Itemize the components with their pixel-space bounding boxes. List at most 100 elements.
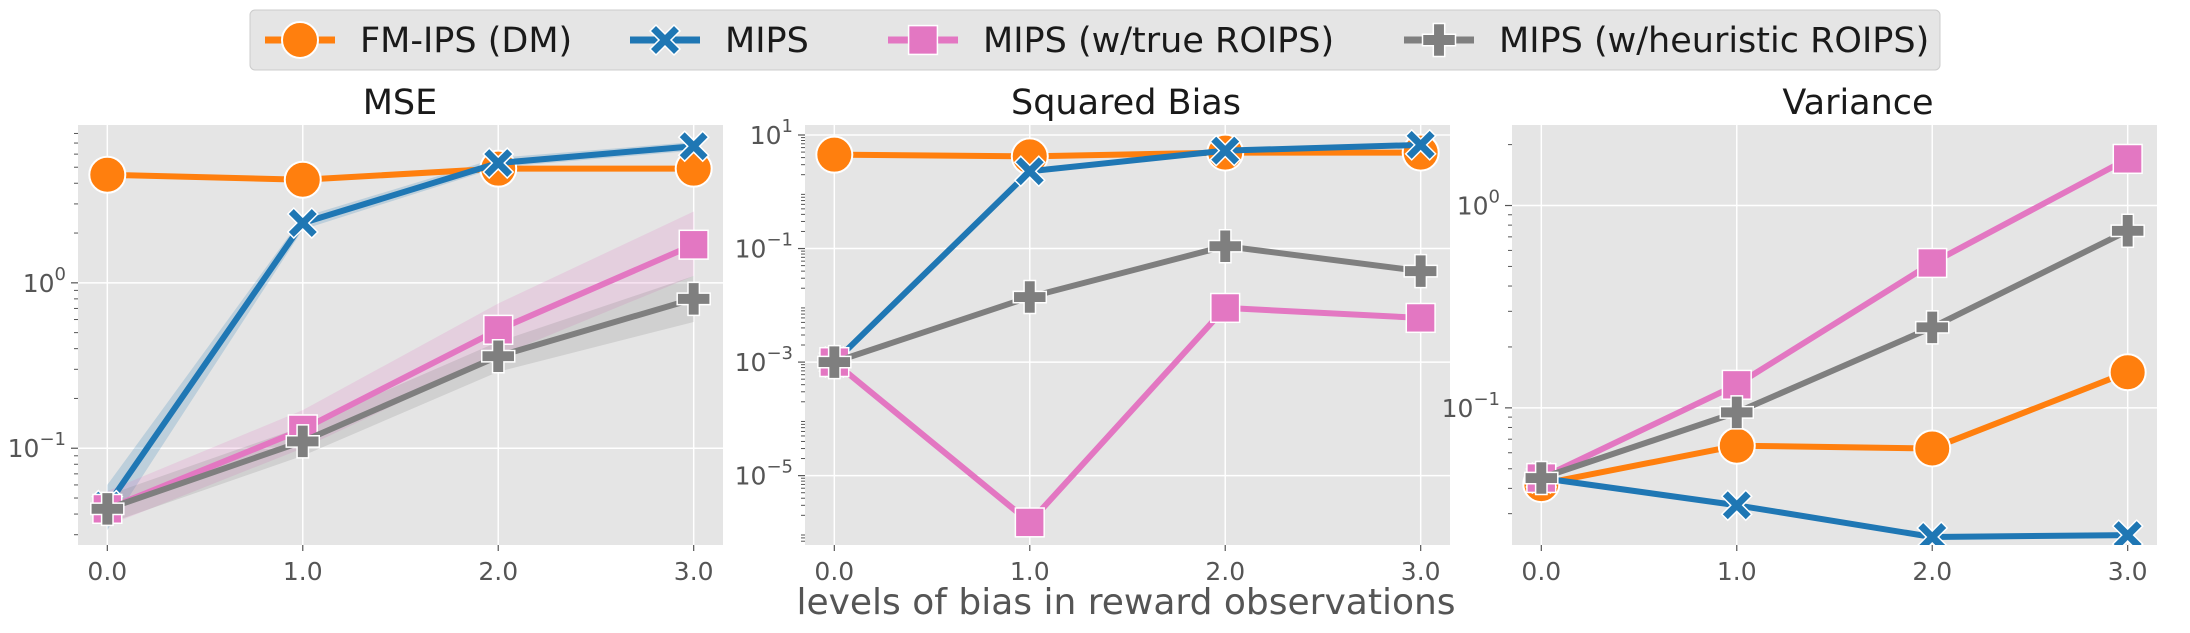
minor-ticks (801, 137, 805, 542)
y-axis-ticks: 10−1 100 (8, 264, 78, 463)
data-point (1405, 302, 1436, 334)
series-line (1538, 475, 2131, 541)
grid (1512, 125, 2157, 545)
y-tick-label: 10−1 (735, 230, 793, 264)
x-axis-ticks: 0.0 1.0 2.0 3.0 (1521, 545, 2148, 586)
legend-label-fm-ips-dm: FM-IPS (DM) (360, 21, 572, 61)
data-point (1012, 279, 1048, 315)
legend-marker-fm-ips-dm (281, 21, 319, 59)
x-axis-ticks: 0.0 1.0 2.0 3.0 (87, 545, 714, 586)
grid (805, 125, 1450, 545)
plot-area (1512, 125, 2157, 545)
x-tick-label: 2.0 (1205, 557, 1245, 586)
data-point (1404, 128, 1437, 161)
panel-title: Variance (1782, 83, 1933, 123)
data-point (676, 281, 711, 317)
series-line (831, 141, 1424, 366)
x-tick-label: 2.0 (478, 557, 518, 586)
data-point (1914, 310, 1950, 345)
x-tick-label: 3.0 (2108, 557, 2148, 586)
minor-ticks (74, 132, 78, 536)
legend-entry-mips-w-heuristic-roips: MIPS (w/heuristic ROIPS) (1404, 21, 1929, 61)
legend-entry-fm-ips-dm: FM-IPS (DM) (265, 21, 572, 61)
data-point (1210, 292, 1241, 324)
y-axis-ticks: 10−5 10−3 10−1 101 (735, 116, 805, 491)
data-point (1917, 247, 1948, 279)
data-point (1720, 489, 1753, 522)
y-tick-label: 10−1 (1442, 389, 1500, 423)
data-point (286, 206, 319, 240)
y-axis-ticks: 10−1 100 (1442, 187, 1512, 423)
data-point (1524, 460, 1559, 496)
series-mips-w-heuristic-roips (817, 228, 1438, 380)
data-point (1207, 228, 1243, 264)
series-line (104, 295, 697, 512)
data-point (1721, 369, 1752, 400)
series-mips-w-heuristic-roips (90, 281, 711, 527)
data-point (817, 344, 852, 380)
y-tick-label: 10−3 (735, 343, 793, 377)
data-point (1403, 253, 1438, 289)
minor-ticks (1508, 144, 1512, 515)
panel-squared-bias: 0.0 1.0 2.0 3.0 10−5 10−3 10−1 101 Squared Bias (735, 83, 1450, 586)
panel-title: Squared Bias (1011, 83, 1241, 123)
series-line (104, 165, 697, 183)
series-line (831, 149, 1424, 160)
data-point (2108, 353, 2147, 392)
legend-marker-mips (648, 23, 682, 57)
data-point (2110, 213, 2145, 249)
x-tick-label: 1.0 (283, 557, 323, 586)
y-tick-label: 10−1 (8, 429, 66, 463)
data-point (1719, 395, 1755, 430)
shared-x-axis-label: levels of bias in reward observations (796, 582, 1455, 623)
series (1522, 143, 2147, 545)
y-tick-label: 100 (1457, 187, 1500, 221)
y-tick-label: 10−5 (735, 457, 793, 491)
panel-title: MSE (363, 83, 438, 123)
series-line (104, 143, 697, 509)
y-tick-label: 101 (750, 116, 793, 150)
legend-frame (249, 9, 1941, 71)
x-tick-label: 0.0 (1521, 557, 1561, 586)
y-tick-label: 100 (23, 264, 66, 298)
x-tick-label: 0.0 (87, 557, 127, 586)
data-point (482, 146, 515, 180)
series-mips-w-heuristic-roips (1524, 213, 2145, 496)
data-point (1913, 429, 1952, 468)
series-line (1538, 369, 2131, 488)
x-tick-label: 3.0 (1401, 557, 1441, 586)
x-axis-ticks: 0.0 1.0 2.0 3.0 (814, 545, 1441, 586)
legend-label-mips-w-true-roips: MIPS (w/true ROIPS) (983, 21, 1334, 61)
panel-variance: 0.0 1.0 2.0 3.0 10−1 100 Variance (1442, 83, 2157, 586)
series (88, 130, 713, 527)
data-point (1209, 134, 1242, 167)
x-tick-label: 1.0 (1717, 557, 1757, 586)
legend: FM-IPS (DM) MIPS MIPS (w/true ROIPS) MIPS (… (249, 9, 1941, 71)
x-tick-label: 0.0 (814, 557, 854, 586)
panel-mse: 0.0 1.0 2.0 3.0 10−1 100 MSE (8, 83, 723, 586)
series (815, 128, 1440, 538)
data-point (815, 135, 854, 174)
legend-label-mips: MIPS (725, 21, 809, 61)
data-point (678, 229, 709, 260)
data-point (2112, 143, 2143, 175)
data-point (480, 338, 516, 374)
data-point (88, 155, 127, 194)
legend-entry-mips-w-true-roips: MIPS (w/true ROIPS) (888, 21, 1334, 61)
data-point (1014, 507, 1045, 538)
data-point (1916, 520, 1949, 545)
x-tick-label: 2.0 (1912, 557, 1952, 586)
series-line (104, 241, 697, 512)
data-point (285, 424, 321, 459)
data-point (90, 491, 125, 527)
x-tick-label: 1.0 (1010, 557, 1050, 586)
series-line (831, 304, 1424, 526)
x-tick-label: 3.0 (674, 557, 714, 586)
legend-entry-mips: MIPS (630, 21, 809, 61)
data-point (1013, 155, 1046, 188)
series-line (831, 243, 1424, 366)
series-line (1538, 227, 2131, 482)
